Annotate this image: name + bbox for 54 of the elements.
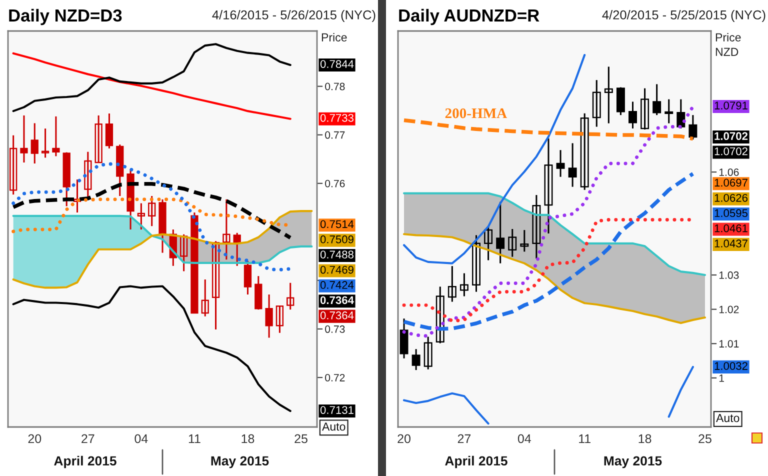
text: 1.0702	[714, 132, 748, 140]
text: May 2015	[211, 456, 269, 468]
y-axis-title: Price NZD	[716, 33, 741, 56]
text: 1.0595	[714, 209, 748, 218]
x-tick-label: 04	[518, 434, 531, 444]
chart-subtitle: 4/20/2015 - 5/25/2015 (NYC)	[602, 10, 766, 22]
x-tick-label: 27	[458, 434, 471, 444]
text: 1.0437	[714, 240, 748, 248]
y-tick-label: 0.73	[325, 325, 345, 333]
y-tick-label: 1.03	[719, 271, 739, 279]
x-tick-label: 25	[698, 434, 712, 444]
text: May 2015	[604, 456, 662, 468]
y-tick-label: 1.02	[719, 306, 739, 314]
chart-title: Daily NZD=D3	[9, 8, 122, 26]
annotation: 200-HMA	[445, 108, 508, 118]
text: 1.0791	[714, 102, 748, 110]
text: 0.7488	[320, 250, 354, 258]
x-tick-label: 04	[134, 434, 148, 444]
x-tick-label: 18	[242, 434, 254, 444]
x-tick-label: 25	[294, 434, 308, 444]
x-tick-label: 20	[28, 434, 42, 444]
x-tick-label: 18	[638, 434, 652, 444]
y-tick-label: 0.78	[325, 82, 345, 90]
text: April 2015	[54, 456, 116, 468]
y-tick-label: 0.72	[325, 374, 345, 382]
y-tick-label: 0.77	[325, 131, 345, 139]
text: Auto	[716, 414, 740, 422]
text: 1.0702	[714, 147, 748, 156]
text: 0.7514	[320, 220, 354, 228]
chart-subtitle: 4/16/2015 - 5/26/2015 (NYC)	[212, 10, 376, 22]
x-tick-label: 11	[188, 434, 200, 444]
x-tick-label: 11	[579, 434, 590, 444]
text: 0.7733	[320, 114, 354, 122]
text: Auto	[322, 422, 346, 431]
text: 0.7509	[320, 235, 354, 244]
x-tick-label: 20	[398, 434, 410, 444]
y-tick-label: 1.06	[719, 168, 739, 176]
text: 0.7364	[320, 311, 354, 320]
y-tick-label: 1	[719, 374, 724, 382]
y-tick-label: 1.01	[719, 340, 739, 348]
text: 1.0032	[714, 362, 748, 370]
text: 1.0461	[714, 224, 748, 232]
text: 0.7844	[320, 60, 354, 68]
text: 0.7364	[320, 296, 354, 304]
text: April 2015	[445, 456, 508, 468]
text: 0.7131	[320, 406, 354, 414]
text: 0.7424	[320, 281, 354, 289]
chart-title: Daily AUDNZD=R	[399, 8, 540, 26]
y-axis-title: Price	[322, 33, 347, 42]
text: 1.0697	[714, 178, 748, 187]
text: 0.7469	[320, 266, 354, 274]
text: 1.0626	[714, 194, 748, 202]
y-tick-label: 0.76	[325, 180, 345, 188]
x-tick-label: 27	[82, 434, 94, 444]
